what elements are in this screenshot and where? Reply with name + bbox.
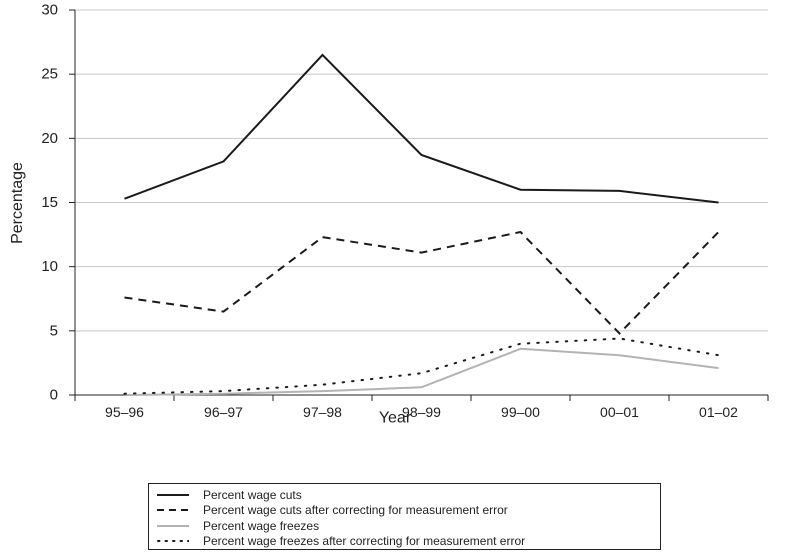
x-tick-label: 01–02 (699, 404, 738, 420)
x-tick-label: 97–98 (303, 404, 342, 420)
x-tick-label: 99–00 (501, 404, 540, 420)
legend-swatch-solid-gray (157, 524, 189, 527)
y-tick-label: 30 (41, 2, 58, 19)
series-line-2 (124, 230, 720, 335)
y-tick-label: 20 (41, 130, 58, 147)
series-lines (123, 53, 720, 396)
y-axis-label: Percentage (9, 162, 26, 244)
legend-swatch-solid-black (157, 493, 189, 496)
legend-item-wage-cuts-corrected: Percent wage cuts after correcting for m… (149, 503, 660, 519)
legend-swatch-dotted-black (157, 540, 189, 543)
x-tick-label: 96–97 (204, 404, 243, 420)
x-tick-label: 98–99 (402, 404, 441, 420)
line-chart: 0 5 10 15 20 25 30 95–96 96–97 97–98 98–99 99–00 00… (9, 2, 769, 426)
legend-item-wage-freezes-corrected: Percent wage freezes after correcting fo… (149, 534, 660, 550)
x-tick-label: 95–96 (105, 404, 144, 420)
legend-swatch-dashed-black (157, 509, 189, 512)
legend-item-wage-freezes: Percent wage freezes (149, 518, 660, 534)
y-tick-label: 25 (41, 66, 58, 83)
gridlines (75, 9, 768, 332)
legend-label: Percent wage freezes (203, 518, 320, 533)
legend-item-wage-cuts: Percent wage cuts (149, 487, 660, 503)
legend-label: Percent wage freezes after correcting fo… (203, 534, 526, 549)
legend: Percent wage cuts Percent wage cuts afte… (148, 483, 661, 550)
y-tick-label: 15 (41, 194, 58, 211)
y-tick-labels: 0 5 10 15 20 25 30 (41, 2, 75, 404)
series-line-3 (124, 347, 719, 396)
x-tick-label: 00–01 (600, 404, 639, 420)
legend-label: Percent wage cuts (203, 487, 302, 502)
legend-label: Percent wage cuts after correcting for m… (203, 503, 508, 518)
series-line-1 (124, 53, 719, 204)
x-tick-labels: 95–96 96–97 97–98 98–99 99–00 00–01 01–02 (74, 395, 769, 420)
y-tick-label: 5 (50, 322, 58, 339)
y-tick-label: 0 (50, 387, 58, 404)
x-axis-label: Year (379, 409, 412, 426)
series-line-4 (123, 337, 720, 395)
y-tick-label: 10 (41, 258, 58, 275)
